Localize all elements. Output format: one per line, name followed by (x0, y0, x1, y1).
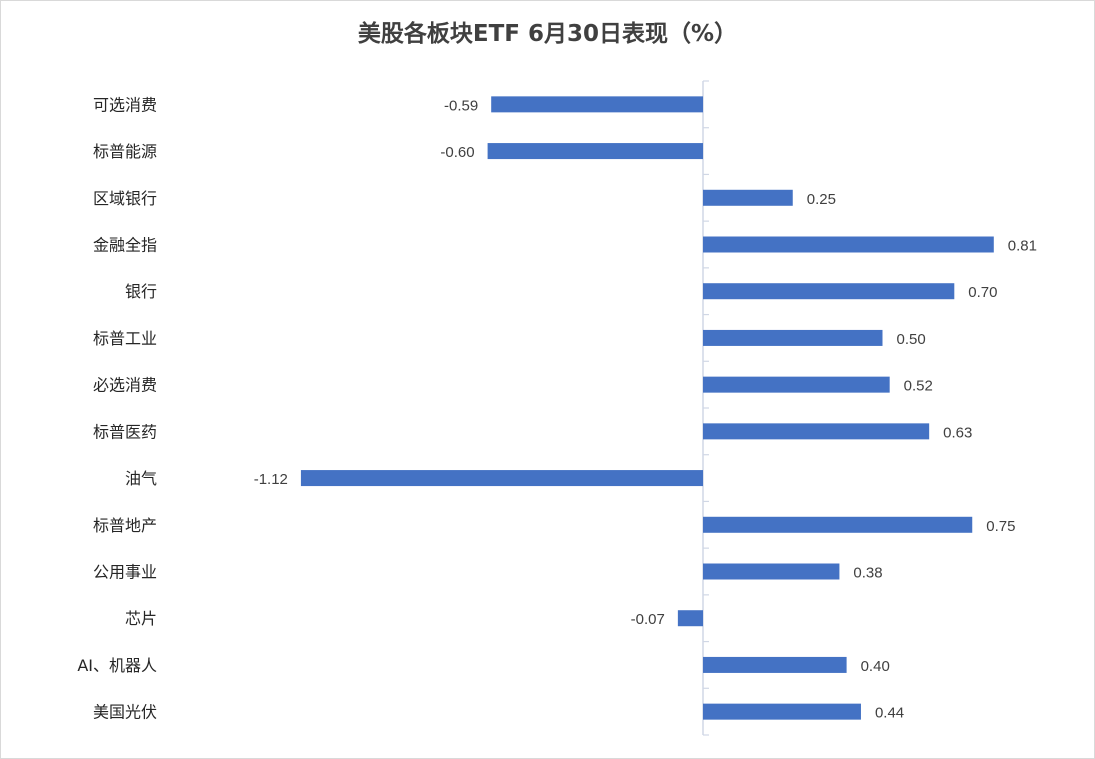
category-label: 标普医药 (93, 422, 157, 441)
category-label: 美国光伏 (93, 703, 157, 722)
data-label: -0.59 (444, 97, 478, 114)
data-label: 0.52 (904, 378, 933, 395)
data-label: 0.81 (1008, 238, 1037, 255)
bar (703, 376, 890, 393)
bar (703, 656, 847, 673)
category-label: 必选消费 (93, 376, 157, 395)
data-label: -0.60 (440, 144, 474, 161)
category-label: 标普工业 (93, 329, 157, 348)
category-label: 标普地产 (93, 516, 157, 535)
bar (703, 189, 793, 206)
category-label: 区域银行 (93, 189, 157, 208)
data-label: -1.12 (254, 471, 288, 488)
data-label: 0.50 (897, 331, 926, 348)
data-label: 0.63 (943, 424, 972, 441)
bar (703, 329, 883, 346)
data-label: 0.25 (807, 191, 836, 208)
category-label: 公用事业 (93, 563, 157, 582)
bar (703, 516, 973, 533)
category-label: AI、机器人 (77, 656, 157, 675)
data-label: 0.70 (968, 284, 997, 301)
data-label: 0.75 (986, 518, 1015, 535)
bar (703, 236, 994, 253)
bar (677, 610, 703, 627)
bar (703, 423, 930, 440)
bar (487, 143, 703, 160)
chart-title: 美股各板块ETF 6月30日表现（%） (357, 21, 738, 47)
bar (703, 283, 955, 300)
category-label: 油气 (125, 469, 157, 488)
data-label: 0.40 (861, 658, 890, 675)
data-label: 0.38 (853, 565, 882, 582)
data-label: 0.44 (875, 705, 904, 722)
bar (703, 563, 840, 580)
category-label: 金融全指 (93, 236, 157, 255)
category-label: 银行 (125, 282, 157, 301)
bar (300, 470, 703, 487)
category-label: 标普能源 (93, 142, 157, 161)
bar (491, 96, 703, 113)
bar (703, 703, 861, 720)
data-label: -0.07 (631, 611, 665, 628)
category-label: 可选消费 (93, 95, 157, 114)
category-label: 芯片 (125, 609, 157, 628)
